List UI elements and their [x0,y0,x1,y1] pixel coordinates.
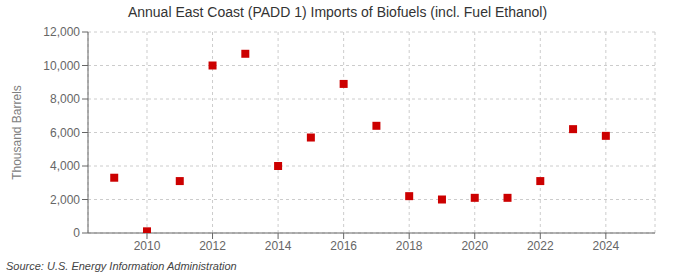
svg-text:2022: 2022 [527,239,554,253]
svg-text:10,000: 10,000 [43,59,80,73]
svg-text:2,000: 2,000 [50,193,80,207]
svg-text:2018: 2018 [396,239,423,253]
svg-text:4,000: 4,000 [50,159,80,173]
svg-text:2010: 2010 [134,239,161,253]
svg-text:2020: 2020 [461,239,488,253]
svg-text:Thousand Barrels: Thousand Barrels [10,85,24,180]
html-text:Annual East Coast (PADD 1) Imp: Annual East Coast (PADD 1) Imports of Bi… [127,4,548,20]
svg-text:2024: 2024 [592,239,619,253]
svg-text:2014: 2014 [265,239,292,253]
svg-text:0: 0 [73,226,80,240]
svg-text:2016: 2016 [330,239,357,253]
html-text:Source: U.S. Energy Informatio: Source: U.S. Energy Information Administ… [6,260,237,272]
svg-text:6,000: 6,000 [50,126,80,140]
svg-text:12,000: 12,000 [43,25,80,39]
svg-text:2012: 2012 [199,239,226,253]
svg-text:8,000: 8,000 [50,92,80,106]
